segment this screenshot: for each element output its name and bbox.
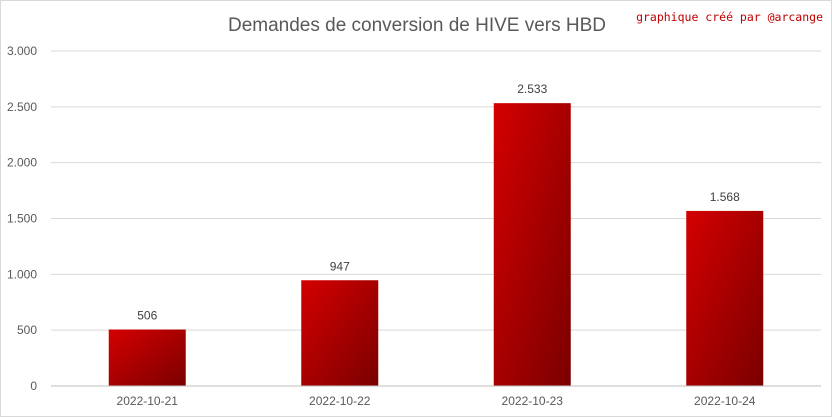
- x-tick-label: 2022-10-21: [117, 394, 179, 408]
- chart-title: Demandes de conversion de HIVE vers HBD: [228, 15, 606, 36]
- bar-2022-10-21: [108, 329, 186, 386]
- y-axis-tick-labels: 0 500 1.000 1.500 2.000 2.500 3.000: [7, 44, 37, 393]
- x-tick-label: 2022-10-22: [309, 394, 371, 408]
- y-tick-label: 3.000: [7, 44, 37, 58]
- y-tick-label: 2.000: [7, 156, 37, 170]
- data-label: 2.533: [517, 82, 547, 96]
- bar-2022-10-23: [493, 103, 571, 387]
- x-tick-label: 2022-10-23: [502, 394, 564, 408]
- y-tick-label: 1.500: [7, 212, 37, 226]
- y-tick-label: 1.000: [7, 267, 37, 281]
- x-axis-tick-labels: 2022-10-21 2022-10-22 2022-10-23 2022-10-24: [117, 394, 756, 408]
- chart-credit: graphique créé par @arcange: [636, 10, 823, 24]
- x-tick-label: 2022-10-24: [694, 394, 756, 408]
- bar-2022-10-24: [686, 210, 764, 386]
- y-tick-label: 2.500: [7, 100, 37, 114]
- data-label: 947: [330, 259, 350, 273]
- y-tick-label: 0: [30, 379, 37, 393]
- bar-2022-10-22: [301, 280, 379, 386]
- bars: 506 947 2.533 1.568: [108, 82, 764, 387]
- y-tick-label: 500: [17, 323, 37, 337]
- data-label: 506: [137, 308, 157, 322]
- data-label: 1.568: [710, 190, 740, 204]
